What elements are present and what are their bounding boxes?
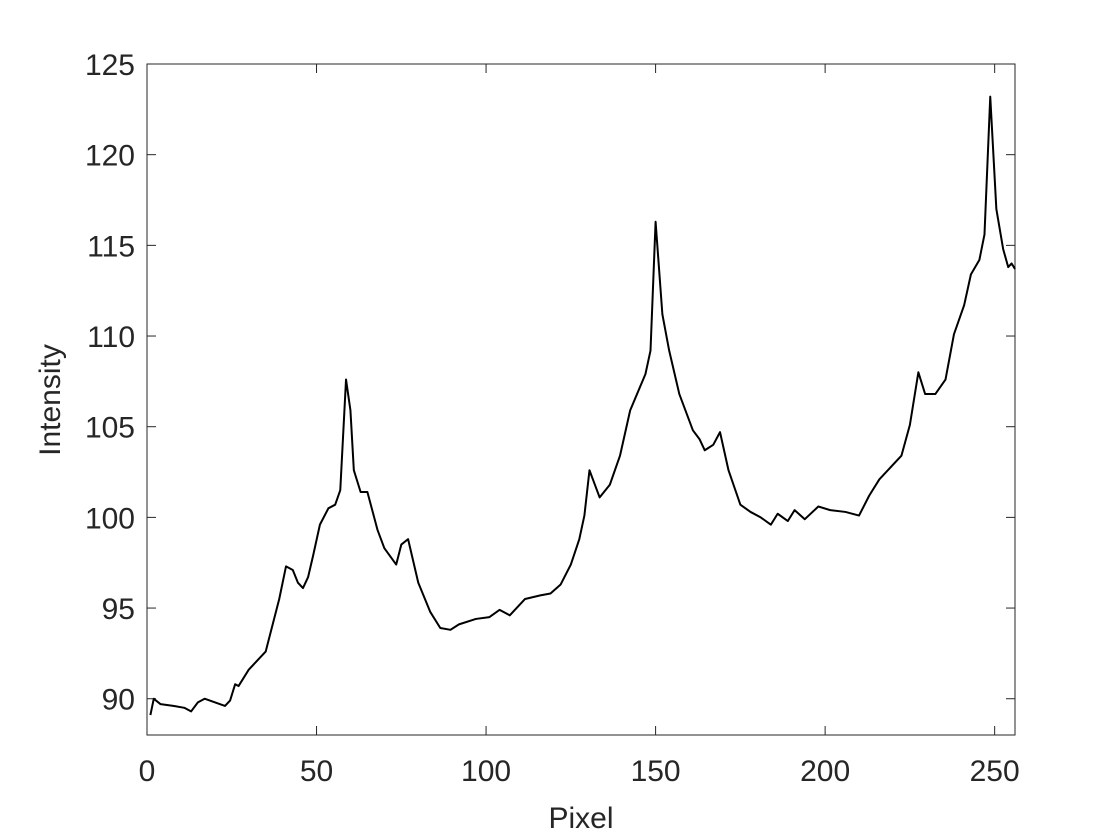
x-tick-label: 50 <box>300 755 333 788</box>
x-tick-label: 150 <box>631 755 681 788</box>
y-tick-label: 100 <box>85 502 135 535</box>
x-tick-label: 200 <box>800 755 850 788</box>
data-line <box>149 95 1016 716</box>
y-tick-label: 115 <box>87 230 135 263</box>
y-axis-label: Intensity <box>34 344 67 456</box>
plot-box <box>146 63 1016 736</box>
x-axis-label: Pixel <box>548 802 613 835</box>
y-tick-label: 110 <box>87 321 135 354</box>
y-tick-label: 90 <box>102 684 135 717</box>
y-tick-label: 120 <box>85 140 135 173</box>
x-tick-label: 100 <box>461 755 511 788</box>
x-tick-label: 0 <box>139 755 156 788</box>
x-tick-label: 250 <box>970 755 1020 788</box>
y-tick-label: 105 <box>85 412 135 445</box>
y-tick-label: 95 <box>102 593 135 626</box>
y-tick-label: 125 <box>85 49 135 82</box>
